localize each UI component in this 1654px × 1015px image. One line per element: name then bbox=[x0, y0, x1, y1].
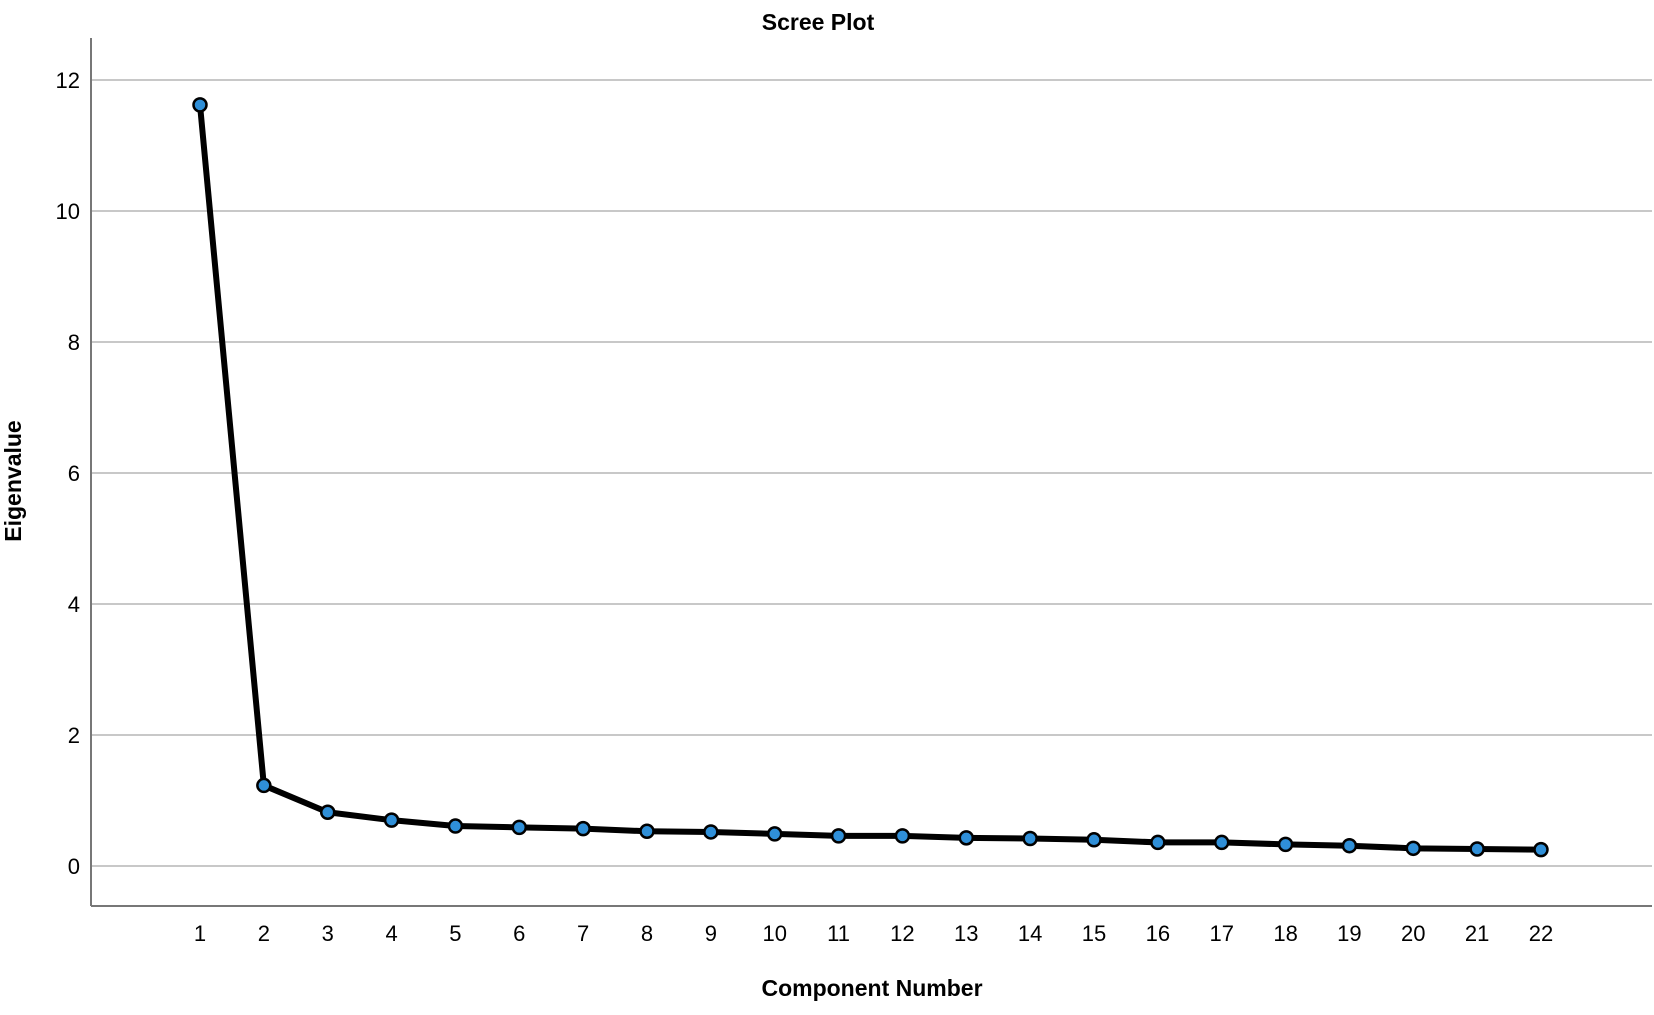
y-tick-label-2: 2 bbox=[68, 723, 80, 748]
x-tick-label-4: 4 bbox=[385, 921, 397, 946]
data-point-13 bbox=[958, 830, 975, 846]
data-point-5 bbox=[447, 818, 464, 834]
data-point-18 bbox=[1277, 836, 1294, 853]
x-tick-label-15: 15 bbox=[1082, 921, 1106, 946]
y-tick-label-0: 0 bbox=[68, 854, 80, 879]
data-point-14 bbox=[1022, 830, 1038, 847]
data-point-22 bbox=[1533, 841, 1549, 858]
x-tick-label-1: 1 bbox=[194, 921, 206, 946]
grid-layer bbox=[91, 79, 1652, 867]
x-tick-label-8: 8 bbox=[641, 921, 653, 946]
x-tick-label-13: 13 bbox=[954, 921, 978, 946]
x-tick-label-14: 14 bbox=[1018, 921, 1042, 946]
y-tick-label-10: 10 bbox=[56, 199, 80, 224]
x-tick-label-16: 16 bbox=[1146, 921, 1170, 946]
x-tick-label-3: 3 bbox=[322, 921, 334, 946]
data-point-9 bbox=[703, 824, 719, 840]
x-tick-label-17: 17 bbox=[1209, 921, 1233, 946]
axis-layer bbox=[90, 38, 1652, 907]
data-point-20 bbox=[1405, 840, 1422, 857]
x-tick-label-5: 5 bbox=[449, 921, 461, 946]
x-tick-label-12: 12 bbox=[890, 921, 914, 946]
data-point-1 bbox=[192, 97, 208, 113]
chart-title: Scree Plot bbox=[762, 9, 875, 35]
y-tick-label-6: 6 bbox=[68, 461, 80, 486]
x-tick-label-21: 21 bbox=[1465, 921, 1489, 946]
x-tick-label-7: 7 bbox=[577, 921, 589, 946]
data-point-16 bbox=[1150, 834, 1166, 851]
data-point-19 bbox=[1341, 837, 1358, 854]
data-point-8 bbox=[639, 823, 655, 840]
data-point-3 bbox=[319, 804, 336, 821]
x-tick-label-22: 22 bbox=[1529, 921, 1553, 946]
x-tick-label-6: 6 bbox=[513, 921, 525, 946]
data-point-7 bbox=[575, 820, 591, 837]
x-tick-label-19: 19 bbox=[1337, 921, 1361, 946]
y-tick-label-8: 8 bbox=[68, 330, 80, 355]
data-point-6 bbox=[511, 819, 528, 836]
x-axis-title: Component Number bbox=[761, 975, 982, 1001]
y-tick-label-4: 4 bbox=[68, 592, 80, 617]
x-tick-label-9: 9 bbox=[705, 921, 717, 946]
data-point-15 bbox=[1086, 832, 1102, 848]
data-point-4 bbox=[383, 812, 400, 828]
data-point-17 bbox=[1213, 834, 1230, 851]
x-tick-label-18: 18 bbox=[1273, 921, 1297, 946]
data-point-12 bbox=[894, 828, 911, 844]
y-axis-title: Eigenvalue bbox=[0, 420, 26, 541]
data-point-10 bbox=[766, 826, 783, 842]
x-tick-label-10: 10 bbox=[762, 921, 786, 946]
series-layer bbox=[192, 97, 1549, 858]
x-tick-label-11: 11 bbox=[827, 921, 850, 946]
data-point-11 bbox=[830, 828, 847, 844]
x-tick-label-2: 2 bbox=[258, 921, 270, 946]
data-point-2 bbox=[256, 777, 272, 794]
series-line-0 bbox=[197, 101, 1544, 853]
data-point-21 bbox=[1469, 841, 1485, 857]
x-tick-label-20: 20 bbox=[1401, 921, 1425, 946]
y-tick-label-12: 12 bbox=[56, 68, 80, 93]
